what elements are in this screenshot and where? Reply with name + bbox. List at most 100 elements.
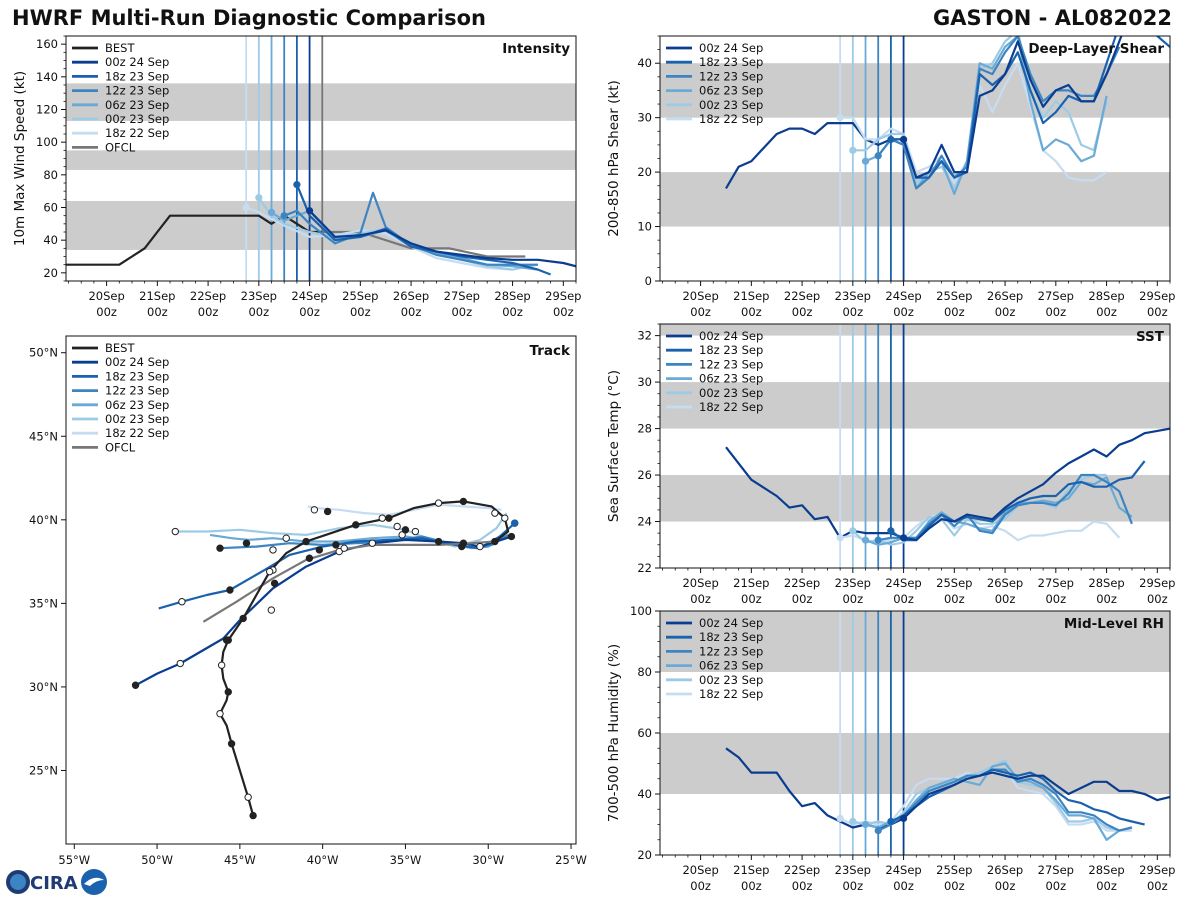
sst-legend-label: 00z 23 Sep — [699, 386, 763, 400]
intensity-xtick-label: 00z — [401, 305, 422, 319]
intensity-xtick-label: 00z — [147, 305, 168, 319]
intensity-xtick-label: 00z — [198, 305, 219, 319]
track-best-marker — [224, 688, 232, 696]
intensity-series-00z-24-sep — [308, 210, 576, 268]
sst-xtick-label: 00z — [1096, 592, 1117, 606]
sst-xtick-label: 25Sep — [936, 576, 972, 590]
track-position-marker — [171, 527, 179, 536]
shear-xtick-label: 00z — [690, 305, 711, 319]
track-position-marker — [368, 539, 377, 547]
rh-legend-label: 18z 23 Sep — [699, 630, 763, 644]
track-best-marker — [501, 514, 509, 522]
sst-plot-area — [660, 324, 1170, 568]
rh-xtick-label: 24Sep — [885, 863, 921, 877]
sst-xtick-label: 00z — [1147, 592, 1168, 606]
track-ofcl-line — [202, 540, 495, 623]
track-end-point — [511, 519, 519, 527]
rh-xtick-label: 00z — [944, 879, 965, 893]
track-best-marker — [265, 567, 274, 576]
track-best-marker — [227, 740, 236, 748]
track-position-marker — [216, 544, 224, 552]
sst-xtick-label: 00z — [995, 592, 1016, 606]
sst-xtick-label: 28Sep — [1088, 576, 1124, 590]
rh-xtick-label: 00z — [842, 879, 863, 893]
rh-threshold-band — [660, 733, 1170, 794]
track-best-marker — [302, 537, 310, 546]
intensity-xtick-label: 00z — [451, 305, 472, 319]
track-position-marker — [131, 681, 140, 689]
intensity-legend-label: 06z 23 Sep — [105, 98, 169, 112]
sst-threshold-band — [660, 382, 1170, 429]
track-position-marker — [378, 514, 386, 522]
track-position-marker — [226, 586, 234, 594]
sst-xtick-label: 00z — [741, 592, 762, 606]
track-best-marker — [217, 661, 226, 669]
track-best-marker — [244, 793, 252, 801]
shear-xtick-label: 24Sep — [885, 289, 921, 303]
track-best-marker — [249, 811, 257, 820]
sst-ytick-label: 22 — [637, 561, 652, 575]
track-xtick-label: 35°W — [390, 853, 422, 867]
intensity-xtick-label: 00z — [248, 305, 269, 319]
track-best-marker — [239, 614, 247, 623]
track-position-marker — [305, 554, 314, 562]
track-legend-label: 00z 23 Sep — [105, 412, 169, 426]
track-legend-label: OFCL — [105, 440, 136, 454]
track-xtick-label: 25°W — [555, 853, 587, 867]
track-series-18z-22-sep — [307, 503, 502, 516]
shear-ytick-label: 40 — [637, 56, 652, 70]
sst-xtick-label: 00z — [893, 592, 914, 606]
intensity-legend-label: OFCL — [105, 140, 136, 154]
shear-legend-label: 00z 23 Sep — [699, 98, 763, 112]
shear-xtick-label: 00z — [741, 305, 762, 319]
sst-ytick-label: 30 — [637, 375, 652, 389]
storm-title: GASTON - AL082022 — [932, 6, 1172, 30]
rh-legend-label: 12z 23 Sep — [699, 644, 763, 658]
shear-ytick-label: 30 — [637, 111, 652, 125]
rh-init-point — [836, 814, 844, 823]
shear-xtick-label: 23Sep — [835, 289, 871, 303]
intensity-ytick-label: 80 — [43, 168, 58, 182]
track-ytick-label: 50°N — [29, 346, 58, 360]
intensity-init-point — [305, 207, 314, 215]
sst-ytick-label: 26 — [637, 468, 652, 482]
sst-title: SST — [1136, 329, 1165, 345]
track-series-00z-24-sep — [134, 535, 512, 687]
rh-ytick-label: 20 — [637, 848, 652, 862]
track-xtick-label: 30°W — [472, 853, 504, 867]
rh-ylabel: 700-500 hPa Humidity (%) — [606, 644, 622, 822]
rh-xtick-label: 22Sep — [784, 863, 820, 877]
sst-xtick-label: 24Sep — [885, 576, 921, 590]
sst-series-00z-23-sep — [852, 473, 1107, 546]
intensity-plot-area — [66, 36, 576, 281]
sst-xtick-label: 27Sep — [1038, 576, 1074, 590]
shear-plot-area — [660, 36, 1170, 281]
track-position-marker — [335, 547, 343, 556]
shear-xtick-label: 26Sep — [987, 289, 1023, 303]
track-position-marker — [267, 606, 276, 614]
intensity-xtick-label: 29Sep — [545, 289, 581, 303]
shear-xtick-label: 21Sep — [733, 289, 769, 303]
track-position-marker — [270, 579, 279, 588]
track-xtick-label: 50°W — [141, 853, 173, 867]
track-position-marker — [507, 532, 516, 541]
track-position-marker — [340, 544, 348, 552]
intensity-series-18z-23-sep — [295, 184, 551, 276]
shear-series-00z-24-sep — [902, 36, 1123, 179]
intensity-legend-label: 18z 23 Sep — [105, 69, 169, 83]
sst-ylabel: Sea Surface Temp (°C) — [606, 370, 622, 522]
rh-ytick-label: 80 — [637, 665, 652, 679]
rh-series-12z-23-sep — [877, 768, 1133, 832]
shear-observed-line — [725, 121, 904, 189]
shear-init-point — [836, 114, 844, 122]
track-best-marker — [224, 636, 232, 644]
sst-xtick-label: 29Sep — [1139, 576, 1175, 590]
track-title: Track — [530, 343, 571, 359]
intensity-xtick-label: 00z — [96, 305, 117, 319]
shear-ytick-label: 0 — [645, 274, 652, 288]
intensity-xtick-label: 27Sep — [444, 289, 480, 303]
shear-title: Deep-Layer Shear — [1028, 41, 1164, 57]
sst-xtick-label: 00z — [842, 592, 863, 606]
